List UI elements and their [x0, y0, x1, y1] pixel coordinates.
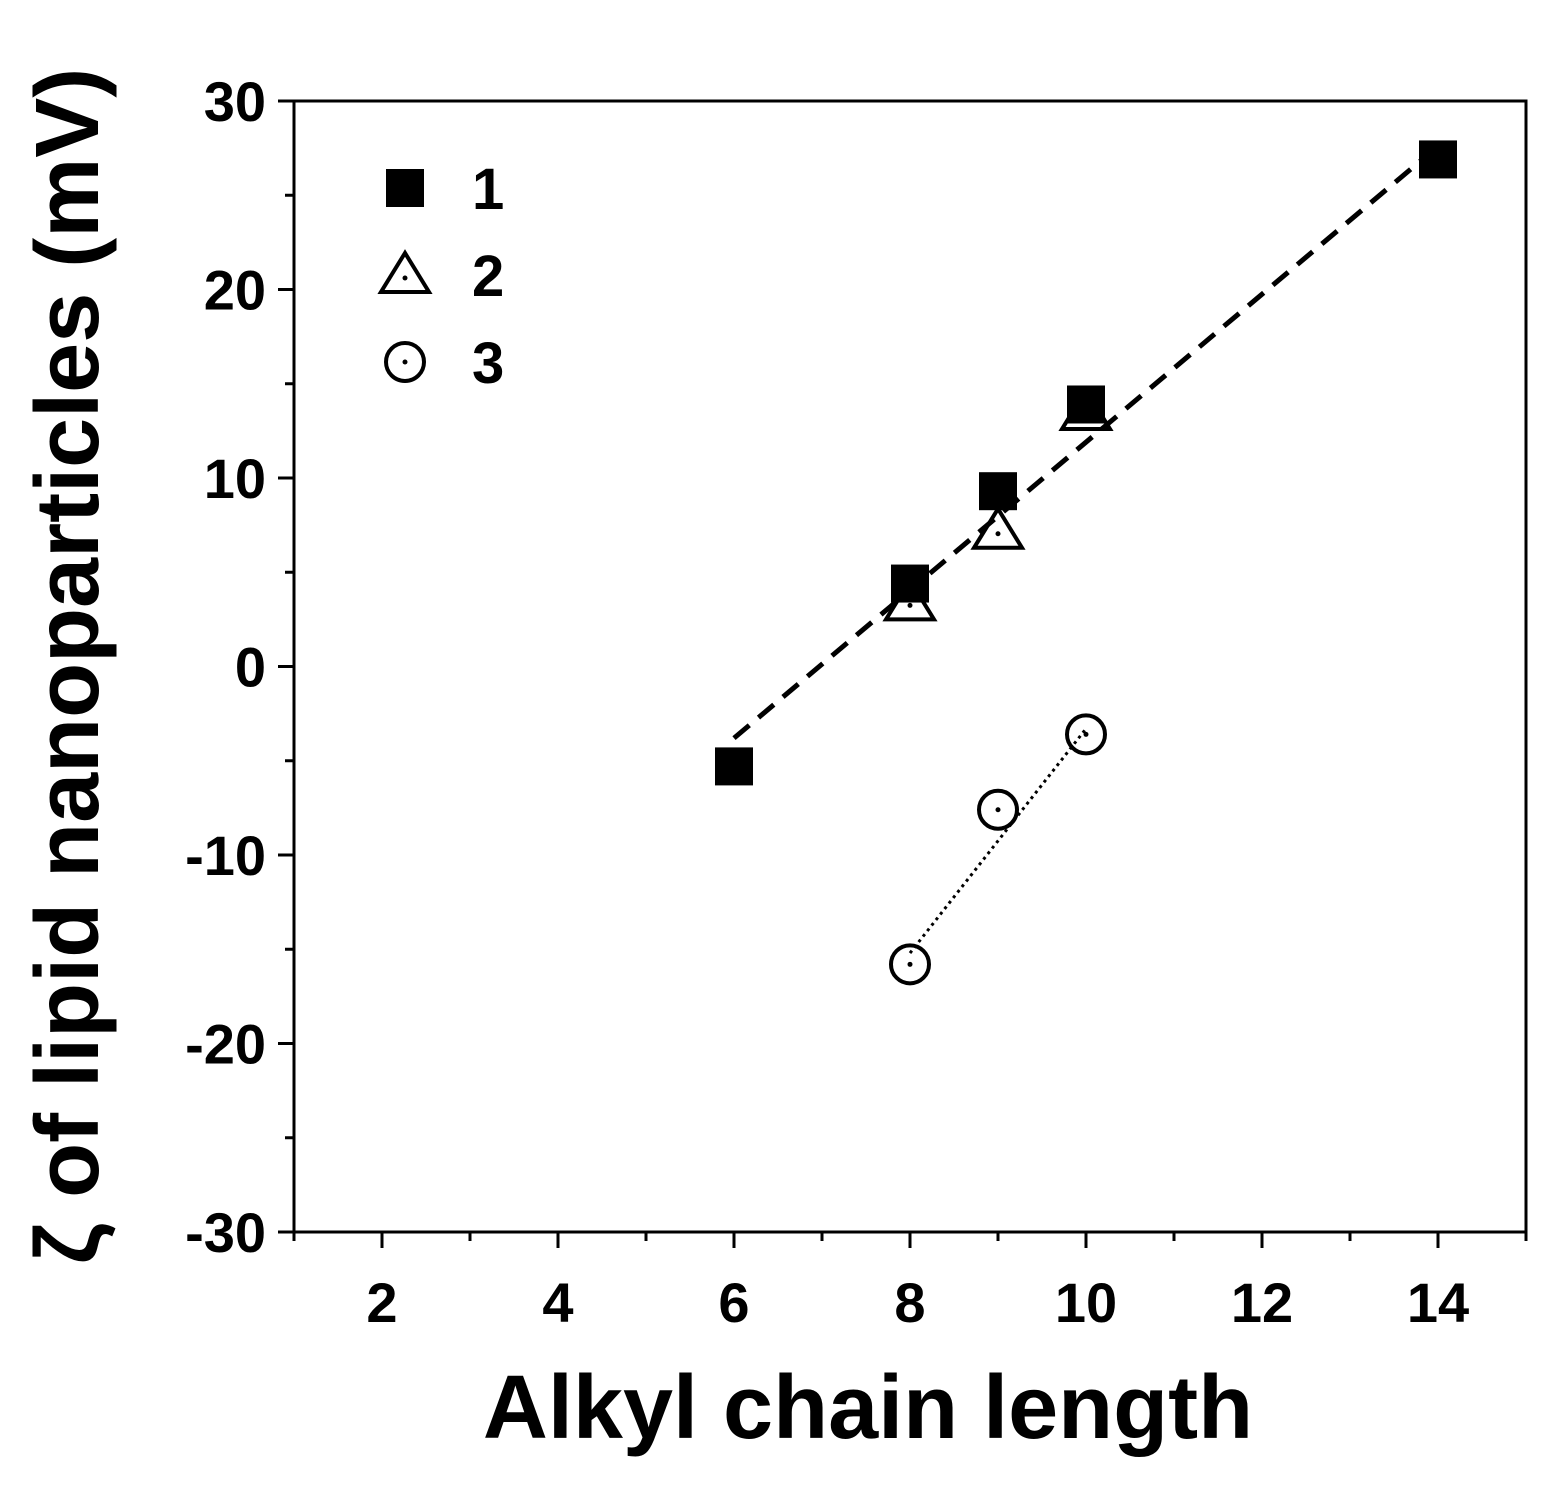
y-tick-label: -30 — [185, 1201, 266, 1264]
legend-label-3: 3 — [472, 331, 504, 396]
y-tick-label: 10 — [204, 447, 266, 510]
y-tick-label: -10 — [185, 824, 266, 887]
legend-marker-2 — [377, 249, 433, 294]
legend-label-1: 1 — [472, 157, 504, 222]
legend-marker-1 — [386, 169, 424, 207]
series-3-point — [977, 788, 1019, 831]
x-tick-label: 14 — [1407, 1271, 1469, 1334]
x-tick-label: 10 — [1055, 1271, 1117, 1334]
x-axis-title: Alkyl chain length — [483, 1358, 1253, 1458]
x-tick-label: 6 — [718, 1271, 749, 1334]
series-2-point — [970, 504, 1026, 550]
legend-label-2: 2 — [472, 244, 504, 309]
y-tick-label: 30 — [204, 70, 266, 133]
y-tick-label: 20 — [204, 259, 266, 322]
legend: 1 2 3 — [377, 157, 504, 396]
y-axis-title: ζ of lipid nanoparticles (mV) — [18, 68, 118, 1265]
x-tick-label: 12 — [1231, 1271, 1293, 1334]
series-2-point — [882, 576, 938, 622]
series-1-point — [715, 747, 753, 786]
fit-line-dashed — [732, 144, 1440, 741]
x-tick-label: 8 — [894, 1271, 925, 1334]
series-3-point — [1065, 713, 1107, 756]
series-1-point — [1419, 140, 1457, 179]
x-tick-label: 2 — [366, 1271, 397, 1334]
y-tick-label: -20 — [185, 1013, 266, 1076]
fit-lines — [732, 144, 1440, 954]
legend-marker-3 — [384, 341, 426, 383]
series-3-point — [889, 943, 931, 986]
y-tick-label: 0 — [235, 636, 266, 699]
x-tick-label: 4 — [542, 1271, 573, 1334]
fit-line-dotted — [908, 727, 1088, 954]
series-1-point — [979, 472, 1017, 511]
series-2-point — [1058, 386, 1114, 432]
data-points — [715, 140, 1457, 986]
